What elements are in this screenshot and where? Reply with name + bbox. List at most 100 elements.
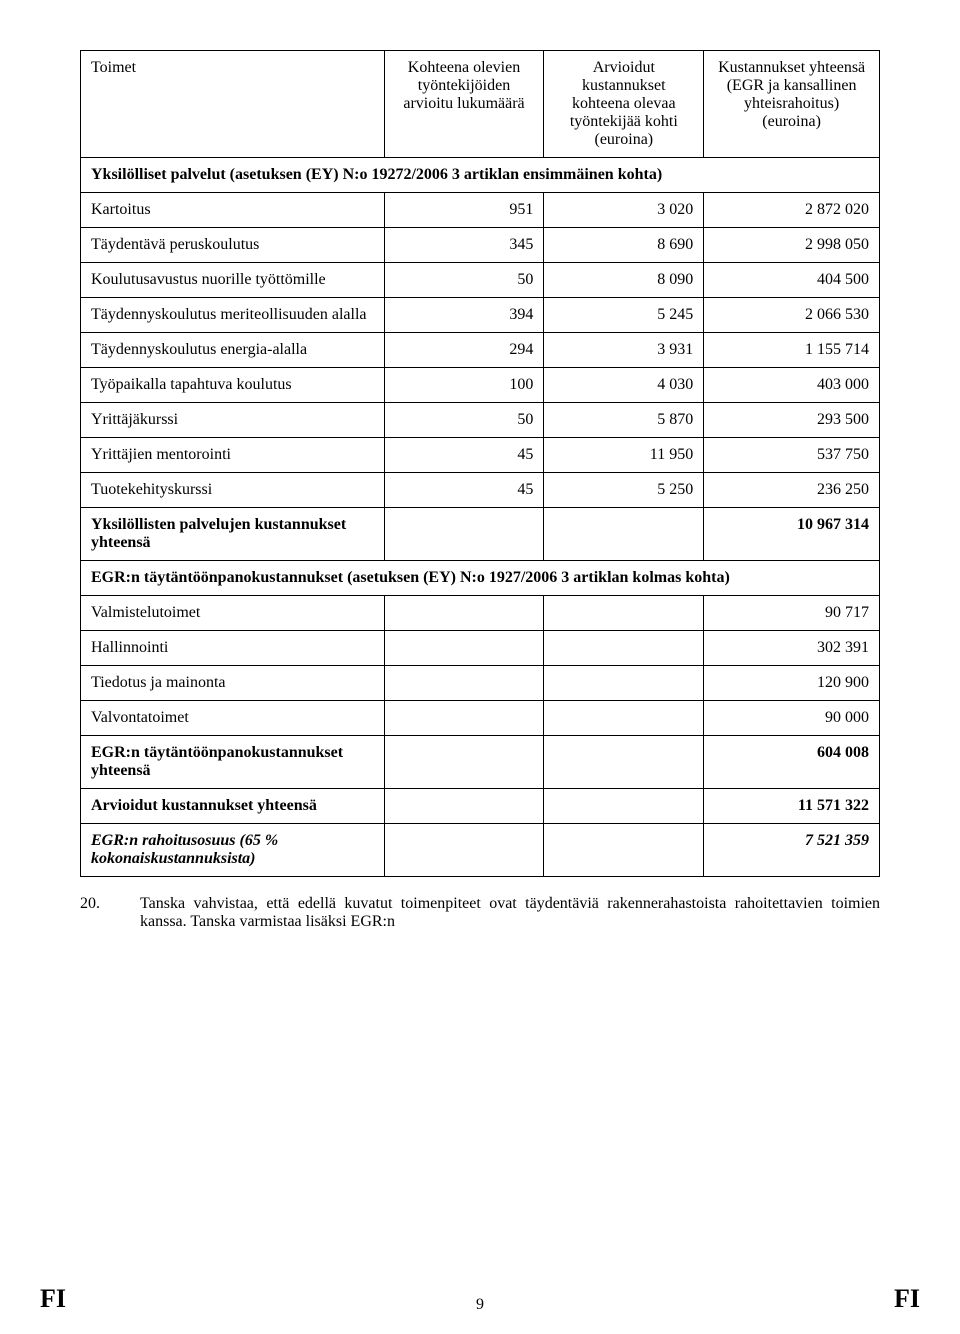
row-label: Täydennyskoulutus meriteollisuuden alall… xyxy=(81,298,385,333)
footer-left: FI xyxy=(40,1284,66,1314)
row-val-a: 294 xyxy=(384,333,544,368)
row-val-b: 8 690 xyxy=(544,228,704,263)
header-col2: Arvioidut kustannukset kohteena olevaa t… xyxy=(544,51,704,158)
row-val-c: 90 717 xyxy=(704,596,880,631)
header-col3: Kustannukset yhteensä (EGR ja kansalline… xyxy=(704,51,880,158)
subtotal1-label: Yksilöllisten palvelujen kustannukset yh… xyxy=(81,508,385,561)
egr-share-b xyxy=(544,824,704,877)
table-row: Koulutusavustus nuorille työttömille 50 … xyxy=(81,263,880,298)
row-val-b: 5 870 xyxy=(544,403,704,438)
subtotal2-b xyxy=(544,736,704,789)
subtotal2-label: EGR:n täytäntöönpanokustannukset yhteens… xyxy=(81,736,385,789)
row-val-a: 951 xyxy=(384,193,544,228)
section2-title: EGR:n täytäntöönpanokustannukset (asetuk… xyxy=(81,561,880,596)
row-label: Yrittäjien mentorointi xyxy=(81,438,385,473)
row-val-c: 2 872 020 xyxy=(704,193,880,228)
subtotal1-a xyxy=(384,508,544,561)
section2-title-row: EGR:n täytäntöönpanokustannukset (asetuk… xyxy=(81,561,880,596)
row-val-b: 3 020 xyxy=(544,193,704,228)
row-val-a: 45 xyxy=(384,473,544,508)
row-val-b xyxy=(544,596,704,631)
table-row: Täydentävä peruskoulutus 345 8 690 2 998… xyxy=(81,228,880,263)
total-row: Arvioidut kustannukset yhteensä 11 571 3… xyxy=(81,789,880,824)
footer-right: FI xyxy=(894,1284,920,1314)
row-val-c: 537 750 xyxy=(704,438,880,473)
table-header-row: Toimet Kohteena olevien työntekijöiden a… xyxy=(81,51,880,158)
row-label: Täydennyskoulutus energia-alalla xyxy=(81,333,385,368)
row-val-a: 50 xyxy=(384,403,544,438)
row-val-b xyxy=(544,631,704,666)
table-row: Työpaikalla tapahtuva koulutus 100 4 030… xyxy=(81,368,880,403)
row-label: Koulutusavustus nuorille työttömille xyxy=(81,263,385,298)
row-val-c: 2 998 050 xyxy=(704,228,880,263)
row-label: Yrittäjäkurssi xyxy=(81,403,385,438)
header-toimet: Toimet xyxy=(81,51,385,158)
page-footer: FI 9 FI xyxy=(0,1284,960,1314)
section1-title-row: Yksilölliset palvelut (asetuksen (EY) N:… xyxy=(81,158,880,193)
header-col1: Kohteena olevien työntekijöiden arvioitu… xyxy=(384,51,544,158)
row-val-c: 293 500 xyxy=(704,403,880,438)
total-c: 11 571 322 xyxy=(704,789,880,824)
subtotal2-c: 604 008 xyxy=(704,736,880,789)
row-val-a xyxy=(384,596,544,631)
egr-share-label: EGR:n rahoitusosuus (65 % kokonaiskustan… xyxy=(81,824,385,877)
row-val-a: 50 xyxy=(384,263,544,298)
row-label: Työpaikalla tapahtuva koulutus xyxy=(81,368,385,403)
row-val-c: 302 391 xyxy=(704,631,880,666)
egr-share-c: 7 521 359 xyxy=(704,824,880,877)
row-val-a xyxy=(384,631,544,666)
row-val-b: 5 250 xyxy=(544,473,704,508)
row-val-b: 4 030 xyxy=(544,368,704,403)
row-label: Tuotekehityskurssi xyxy=(81,473,385,508)
egr-share-row: EGR:n rahoitusosuus (65 % kokonaiskustan… xyxy=(81,824,880,877)
footer-page-number: 9 xyxy=(476,1296,484,1314)
row-val-b xyxy=(544,666,704,701)
total-label: Arvioidut kustannukset yhteensä xyxy=(81,789,385,824)
row-label: Valvontatoimet xyxy=(81,701,385,736)
row-label: Tiedotus ja mainonta xyxy=(81,666,385,701)
table-row: Yrittäjäkurssi 50 5 870 293 500 xyxy=(81,403,880,438)
row-val-b: 11 950 xyxy=(544,438,704,473)
egr-share-a xyxy=(384,824,544,877)
table-row: Tiedotus ja mainonta 120 900 xyxy=(81,666,880,701)
row-val-c: 1 155 714 xyxy=(704,333,880,368)
subtotal2-row: EGR:n täytäntöönpanokustannukset yhteens… xyxy=(81,736,880,789)
table-row: Valmistelutoimet 90 717 xyxy=(81,596,880,631)
paragraph-text: Tanska vahvistaa, että edellä kuvatut to… xyxy=(140,895,880,931)
row-val-c: 403 000 xyxy=(704,368,880,403)
total-b xyxy=(544,789,704,824)
row-val-a: 100 xyxy=(384,368,544,403)
table-row: Hallinnointi 302 391 xyxy=(81,631,880,666)
paragraph-number: 20. xyxy=(80,895,140,931)
row-val-c: 90 000 xyxy=(704,701,880,736)
row-val-a xyxy=(384,666,544,701)
cost-table: Toimet Kohteena olevien työntekijöiden a… xyxy=(80,50,880,877)
row-val-a: 45 xyxy=(384,438,544,473)
subtotal1-row: Yksilöllisten palvelujen kustannukset yh… xyxy=(81,508,880,561)
row-val-a: 394 xyxy=(384,298,544,333)
table-row: Valvontatoimet 90 000 xyxy=(81,701,880,736)
paragraph-20: 20. Tanska vahvistaa, että edellä kuvatu… xyxy=(80,895,880,931)
table-row: Täydennyskoulutus meriteollisuuden alall… xyxy=(81,298,880,333)
row-label: Kartoitus xyxy=(81,193,385,228)
row-val-b: 8 090 xyxy=(544,263,704,298)
section1-title: Yksilölliset palvelut (asetuksen (EY) N:… xyxy=(81,158,880,193)
total-a xyxy=(384,789,544,824)
row-val-c: 404 500 xyxy=(704,263,880,298)
table-row: Yrittäjien mentorointi 45 11 950 537 750 xyxy=(81,438,880,473)
subtotal1-b xyxy=(544,508,704,561)
row-val-a: 345 xyxy=(384,228,544,263)
row-label: Valmistelutoimet xyxy=(81,596,385,631)
page-container: Toimet Kohteena olevien työntekijöiden a… xyxy=(0,0,960,1334)
row-val-a xyxy=(384,701,544,736)
table-row: Kartoitus 951 3 020 2 872 020 xyxy=(81,193,880,228)
row-label: Hallinnointi xyxy=(81,631,385,666)
row-val-c: 120 900 xyxy=(704,666,880,701)
row-val-c: 236 250 xyxy=(704,473,880,508)
row-val-b: 5 245 xyxy=(544,298,704,333)
row-val-b: 3 931 xyxy=(544,333,704,368)
table-row: Täydennyskoulutus energia-alalla 294 3 9… xyxy=(81,333,880,368)
row-val-b xyxy=(544,701,704,736)
subtotal1-c: 10 967 314 xyxy=(704,508,880,561)
table-row: Tuotekehityskurssi 45 5 250 236 250 xyxy=(81,473,880,508)
